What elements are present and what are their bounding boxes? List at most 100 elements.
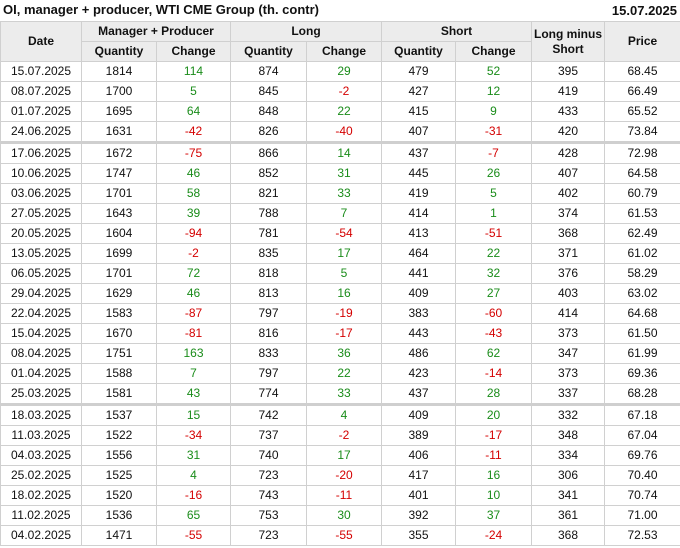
- cell-short-change: 5: [455, 183, 533, 204]
- cell-long-minus-short: 376: [531, 263, 606, 284]
- table-row: 13.05.2025 1699 -2 835 17 464 22 371 61.02: [0, 243, 680, 264]
- cell-long-quantity: 737: [230, 425, 307, 446]
- cell-long-quantity: 852: [230, 163, 307, 184]
- cell-mp-quantity: 1672: [81, 141, 157, 164]
- cell-long-minus-short: 402: [531, 183, 606, 204]
- cell-short-change: 52: [455, 61, 533, 82]
- header-lms-line2: Short: [552, 41, 584, 56]
- cell-mp-change: 46: [156, 283, 231, 304]
- cell-mp-change: 163: [156, 343, 231, 364]
- cell-long-change: 22: [305, 101, 383, 122]
- cell-short-quantity: 383: [381, 303, 457, 324]
- cell-mp-change: -87: [156, 303, 231, 324]
- cell-long-change: 17: [305, 445, 383, 466]
- cell-short-change: 28: [455, 383, 533, 405]
- cell-short-change: 27: [455, 283, 533, 304]
- header-long-quantity: Quantity: [230, 41, 307, 62]
- cell-long-minus-short: 395: [531, 61, 606, 82]
- cell-long-minus-short: 341: [531, 485, 606, 506]
- cell-short-quantity: 423: [381, 363, 457, 384]
- cell-price: 64.58: [604, 163, 680, 184]
- cell-short-change: 22: [455, 243, 533, 264]
- cell-short-change: 20: [455, 403, 533, 426]
- cell-price: 61.53: [604, 203, 680, 224]
- cell-price: 68.45: [604, 61, 680, 82]
- cell-date: 18.03.2025: [0, 403, 82, 426]
- cell-long-quantity: 816: [230, 323, 307, 344]
- report-title: OI, manager + producer, WTI CME Group (t…: [3, 2, 319, 17]
- header-long-change: Change: [305, 41, 383, 62]
- cell-long-minus-short: 433: [531, 101, 606, 122]
- cell-mp-quantity: 1631: [81, 121, 157, 143]
- cell-long-minus-short: 334: [531, 445, 606, 466]
- cell-mp-quantity: 1581: [81, 383, 157, 405]
- header-manager-producer: Manager + Producer: [81, 21, 231, 42]
- cell-mp-change: -75: [156, 141, 231, 164]
- cell-mp-quantity: 1629: [81, 283, 157, 304]
- table-row: 25.02.2025 1525 4 723 -20 417 16 306 70.40: [0, 465, 680, 486]
- cell-long-quantity: 821: [230, 183, 307, 204]
- cell-long-change: -40: [305, 121, 383, 143]
- cell-short-change: -14: [455, 363, 533, 384]
- cell-short-change: 9: [455, 101, 533, 122]
- cell-long-quantity: 788: [230, 203, 307, 224]
- table-row: 29.04.2025 1629 46 813 16 409 27 403 63.02: [0, 283, 680, 304]
- cell-long-minus-short: 407: [531, 163, 606, 184]
- cell-short-change: -24: [455, 525, 533, 546]
- cell-price: 61.99: [604, 343, 680, 364]
- cell-long-quantity: 743: [230, 485, 307, 506]
- cell-long-quantity: 845: [230, 81, 307, 102]
- cell-long-change: 16: [305, 283, 383, 304]
- cell-mp-change: 4: [156, 465, 231, 486]
- cell-long-minus-short: 347: [531, 343, 606, 364]
- cell-date: 08.04.2025: [0, 343, 82, 364]
- cell-long-change: 17: [305, 243, 383, 264]
- cell-mp-change: 64: [156, 101, 231, 122]
- cell-short-quantity: 389: [381, 425, 457, 446]
- cell-date: 01.04.2025: [0, 363, 82, 384]
- cell-long-minus-short: 348: [531, 425, 606, 446]
- cell-price: 70.74: [604, 485, 680, 506]
- cell-mp-change: 5: [156, 81, 231, 102]
- cell-mp-quantity: 1695: [81, 101, 157, 122]
- cell-long-minus-short: 371: [531, 243, 606, 264]
- cell-short-change: -60: [455, 303, 533, 324]
- cell-price: 70.40: [604, 465, 680, 486]
- cell-long-change: 7: [305, 203, 383, 224]
- cell-price: 60.79: [604, 183, 680, 204]
- cell-mp-change: 7: [156, 363, 231, 384]
- cell-short-quantity: 443: [381, 323, 457, 344]
- cell-date: 15.04.2025: [0, 323, 82, 344]
- table-row: 18.02.2025 1520 -16 743 -11 401 10 341 70.74: [0, 485, 680, 506]
- cell-short-change: 1: [455, 203, 533, 224]
- cell-mp-quantity: 1700: [81, 81, 157, 102]
- table-row: 11.03.2025 1522 -34 737 -2 389 -17 348 67.04: [0, 425, 680, 446]
- title-bar: OI, manager + producer, WTI CME Group (t…: [0, 0, 680, 21]
- table-row: 11.02.2025 1536 65 753 30 392 37 361 71.00: [0, 505, 680, 526]
- header-short-change: Change: [455, 41, 533, 62]
- cell-date: 04.02.2025: [0, 525, 82, 546]
- table-row: 01.04.2025 1588 7 797 22 423 -14 373 69.36: [0, 363, 680, 384]
- table-row: 08.07.2025 1700 5 845 -2 427 12 419 66.49: [0, 81, 680, 102]
- cell-long-minus-short: 361: [531, 505, 606, 526]
- table-row: 03.06.2025 1701 58 821 33 419 5 402 60.79: [0, 183, 680, 204]
- cell-long-minus-short: 374: [531, 203, 606, 224]
- cell-short-change: 62: [455, 343, 533, 364]
- cell-mp-quantity: 1701: [81, 263, 157, 284]
- table-row: 15.04.2025 1670 -81 816 -17 443 -43 373 61.50: [0, 323, 680, 344]
- cell-price: 62.49: [604, 223, 680, 244]
- cell-short-change: 32: [455, 263, 533, 284]
- cell-long-minus-short: 332: [531, 403, 606, 426]
- cell-long-minus-short: 373: [531, 323, 606, 344]
- cell-mp-change: -42: [156, 121, 231, 143]
- cell-long-quantity: 818: [230, 263, 307, 284]
- cell-long-minus-short: 368: [531, 525, 606, 546]
- cell-mp-change: -55: [156, 525, 231, 546]
- cell-short-change: -11: [455, 445, 533, 466]
- cell-short-quantity: 464: [381, 243, 457, 264]
- cell-date: 13.05.2025: [0, 243, 82, 264]
- cell-date: 18.02.2025: [0, 485, 82, 506]
- cell-date: 11.03.2025: [0, 425, 82, 446]
- cell-long-minus-short: 419: [531, 81, 606, 102]
- cell-long-quantity: 774: [230, 383, 307, 405]
